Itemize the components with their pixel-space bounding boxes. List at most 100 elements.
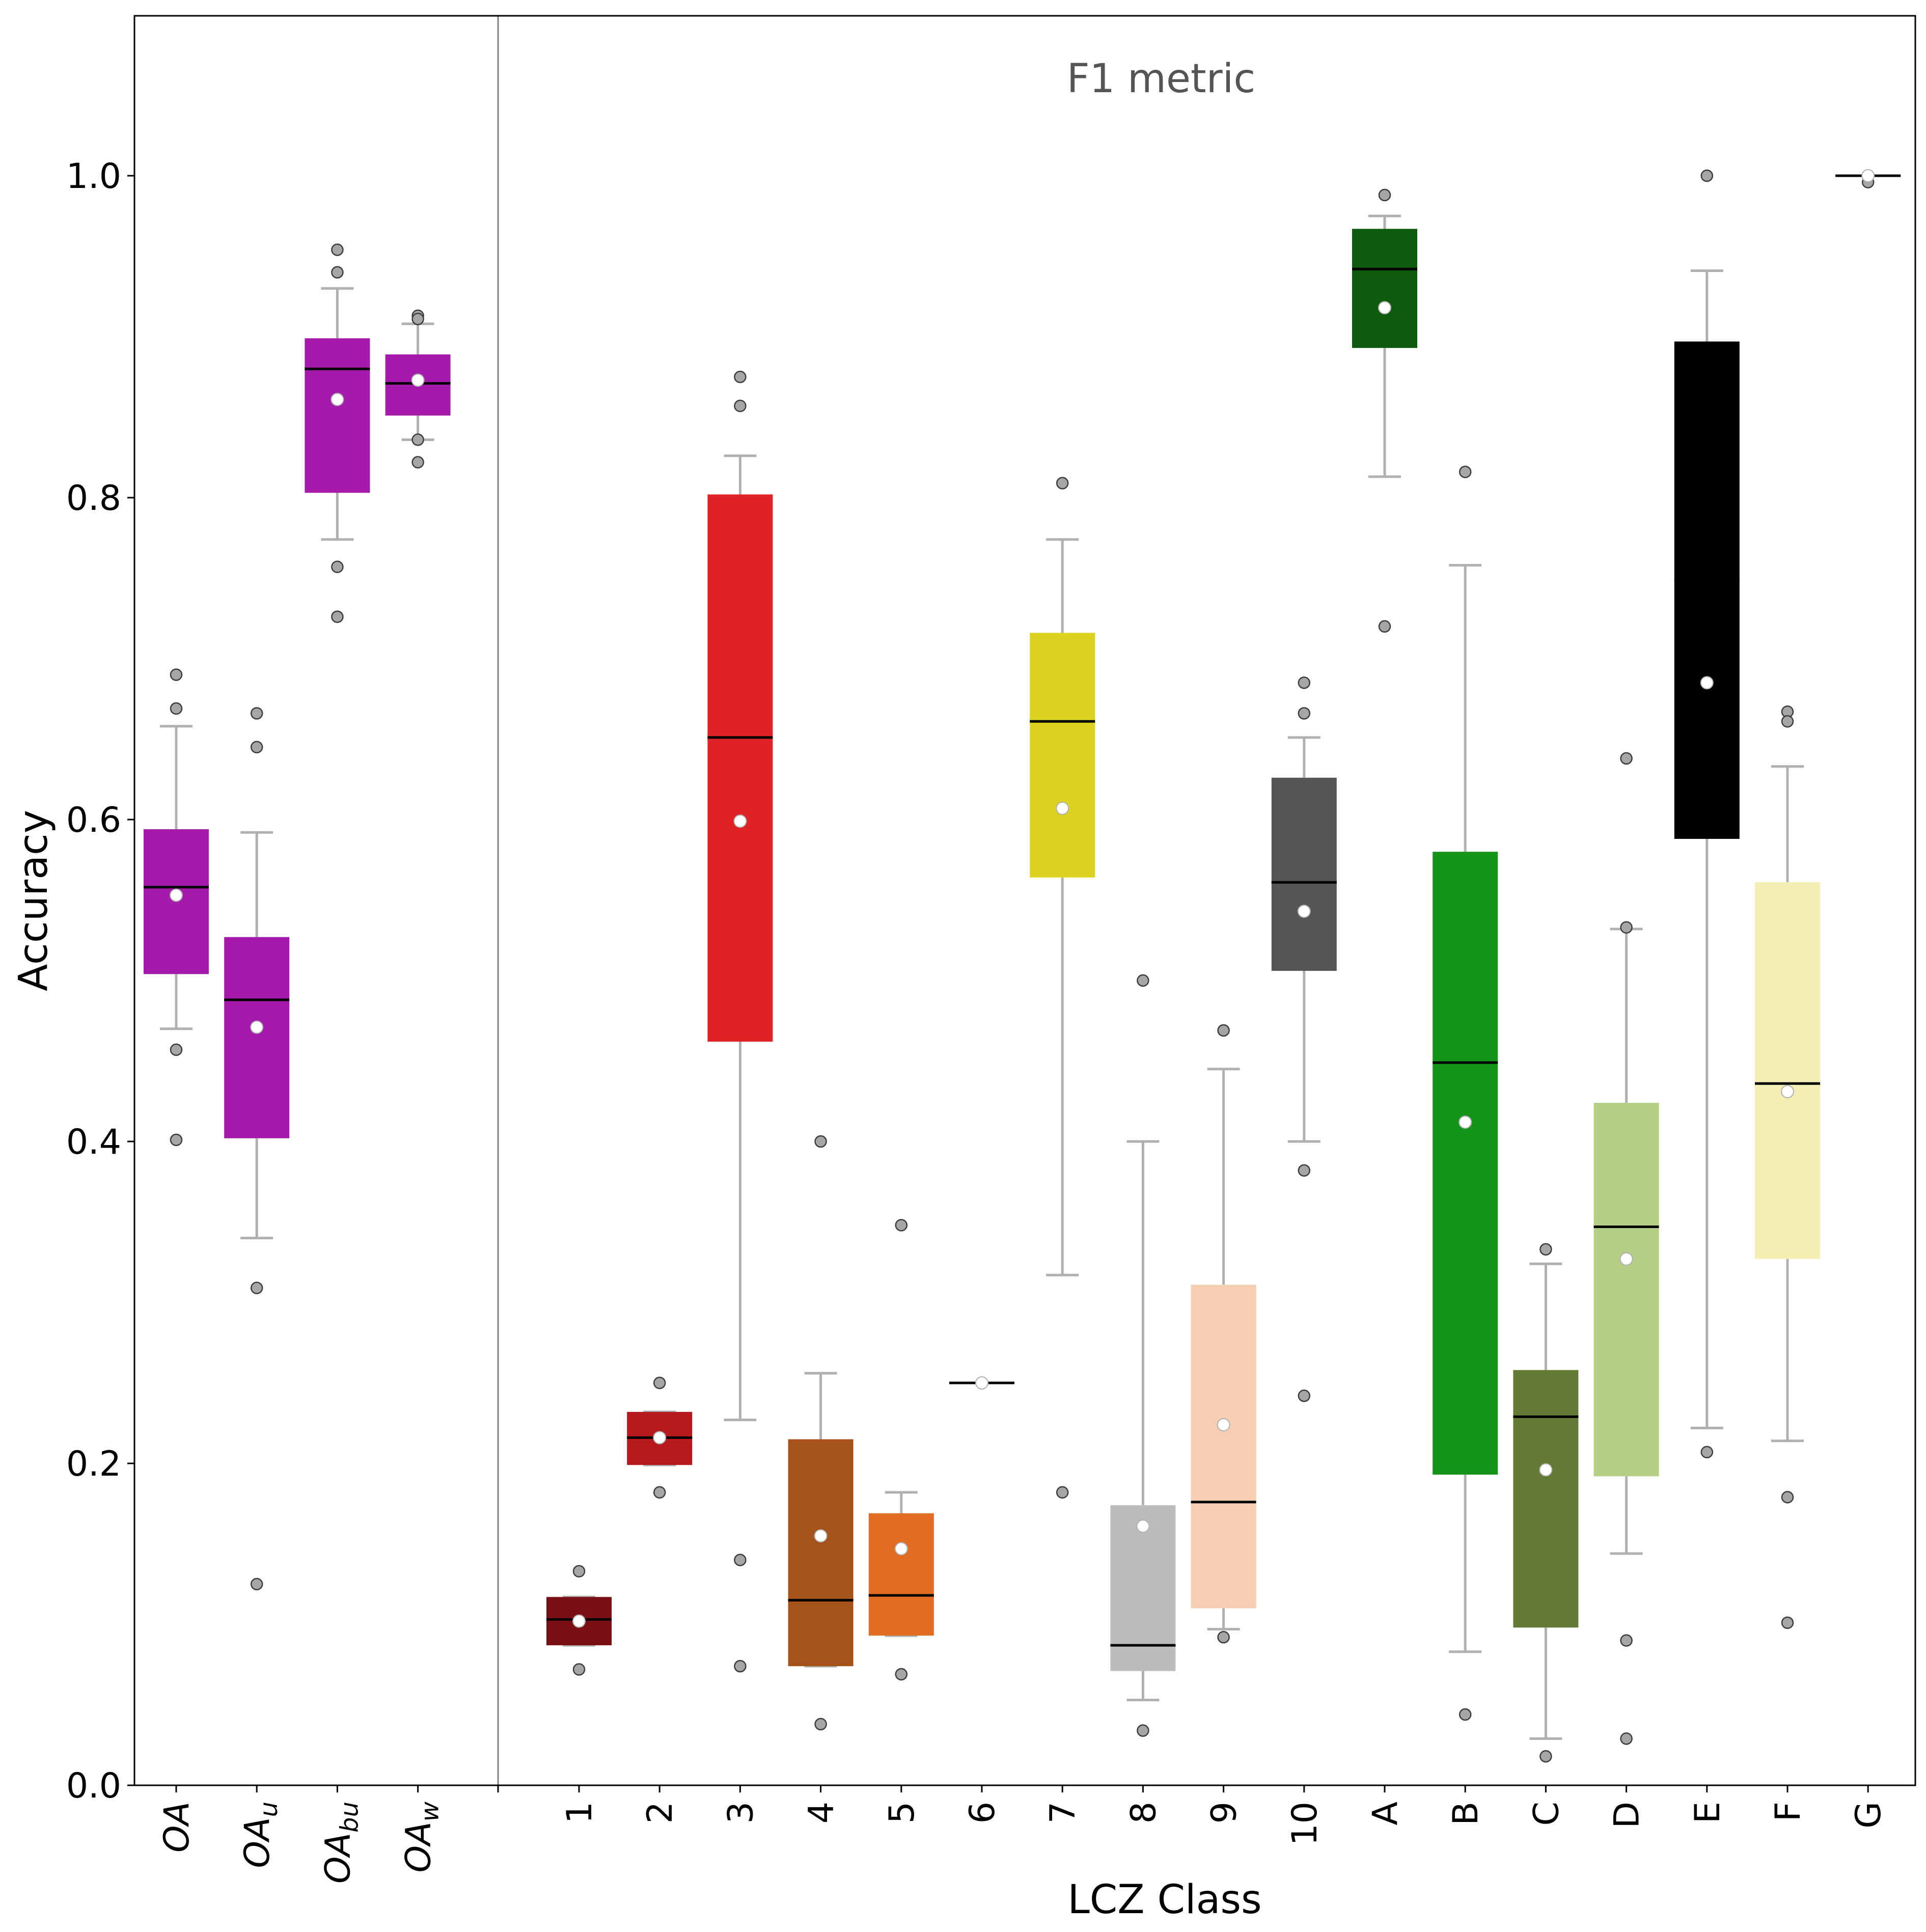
x-tick-label: OA <box>157 1802 197 1853</box>
x-tick-label: 4 <box>802 1802 842 1824</box>
x-tick-label: 7 <box>1043 1802 1083 1824</box>
outlier-point <box>411 456 424 469</box>
box-iqr <box>1110 1505 1176 1671</box>
x-tick-label: 3 <box>721 1802 761 1824</box>
outlier-point <box>1700 169 1714 182</box>
box-b <box>1433 466 1498 1721</box>
box-iqr <box>1191 1285 1256 1609</box>
x-tick-label: 8 <box>1123 1802 1164 1824</box>
box-iqr <box>868 1513 934 1636</box>
box-iqr <box>305 338 370 493</box>
box-1 <box>546 1565 612 1676</box>
box-6 <box>949 1376 1014 1390</box>
mean-marker <box>653 1431 667 1445</box>
mean-marker <box>1136 1519 1150 1533</box>
outlier-point <box>1298 1390 1311 1402</box>
box-c <box>1513 1243 1579 1763</box>
outlier-point <box>895 1219 908 1232</box>
outlier-point <box>814 1718 827 1731</box>
outlier-point <box>814 1135 827 1148</box>
outlier-point <box>411 312 424 325</box>
box-oa-u <box>224 707 290 1591</box>
mean-marker <box>1539 1463 1553 1477</box>
mean-marker <box>733 814 747 828</box>
outlier-point <box>411 433 424 446</box>
outlier-point <box>1781 715 1794 728</box>
outlier-point <box>1539 1243 1552 1256</box>
outlier-point <box>572 1663 586 1676</box>
plot-content <box>144 169 1901 1763</box>
outlier-point <box>1378 188 1391 202</box>
box-10 <box>1271 676 1337 1402</box>
x-tick-label: A <box>1365 1802 1406 1826</box>
box-3 <box>707 370 773 1673</box>
outlier-point <box>734 370 747 384</box>
box-g <box>1835 169 1901 188</box>
outlier-point <box>1217 1631 1230 1644</box>
box-iqr <box>1030 633 1095 878</box>
outlier-point <box>331 560 344 574</box>
outlier-point <box>250 707 263 720</box>
x-axis-label: LCZ Class <box>1067 1877 1261 1923</box>
y-tick-label: 0.8 <box>66 478 121 519</box>
y-tick-label: 0.2 <box>66 1444 121 1484</box>
outlier-point <box>653 1486 666 1499</box>
outlier-point <box>1620 752 1633 765</box>
mean-marker <box>1217 1418 1230 1432</box>
box-oa-bu <box>305 243 370 623</box>
outlier-point <box>250 741 263 754</box>
plot-frame <box>133 15 1916 1786</box>
mean-marker <box>1378 301 1391 315</box>
outlier-point <box>1781 1491 1794 1504</box>
outlier-point <box>1620 1732 1633 1745</box>
x-tick-label: 5 <box>882 1802 922 1824</box>
box-iqr <box>224 937 290 1138</box>
outlier-point <box>653 1376 666 1390</box>
x-tick-label: G <box>1849 1802 1889 1829</box>
y-axis: 0.0 0.2 0.4 0.6 0.8 1.0 <box>66 156 134 1806</box>
outlier-point <box>734 1659 747 1673</box>
box-oa-w <box>385 309 451 469</box>
x-tick-label: D <box>1607 1802 1647 1828</box>
outlier-point <box>1459 1708 1472 1721</box>
y-tick-label: 0.4 <box>66 1122 121 1162</box>
x-tick-label: C <box>1526 1802 1566 1826</box>
box-iqr <box>1433 852 1498 1475</box>
outlier-point <box>1217 1024 1230 1037</box>
outlier-point <box>734 399 747 413</box>
outlier-point <box>734 1554 747 1566</box>
y-tick-label: 1.0 <box>66 156 121 197</box>
outlier-point <box>170 668 183 681</box>
box-iqr <box>1674 341 1740 839</box>
outlier-point <box>1137 974 1149 987</box>
box-oa <box>144 668 209 1147</box>
box-2 <box>627 1376 693 1499</box>
outlier-point <box>1781 1616 1794 1629</box>
outlier-point <box>1378 620 1391 633</box>
outlier-point <box>170 702 183 715</box>
mean-marker <box>975 1376 988 1390</box>
outlier-point <box>1620 1634 1633 1647</box>
outlier-point <box>170 1133 183 1147</box>
box-a <box>1352 188 1417 633</box>
outlier-point <box>572 1565 586 1577</box>
mean-marker <box>250 1020 264 1034</box>
outlier-point <box>250 1577 263 1591</box>
y-axis-label: Accuracy <box>11 810 57 991</box>
mean-marker <box>1861 169 1875 182</box>
outlier-point <box>331 243 344 256</box>
outlier-point <box>1056 477 1069 489</box>
box-9 <box>1191 1024 1256 1644</box>
box-iqr <box>788 1439 854 1667</box>
box-4 <box>788 1135 854 1731</box>
y-tick-label: 0.6 <box>66 800 121 840</box>
mean-marker <box>1619 1252 1633 1266</box>
x-tick-label: 1 <box>560 1802 600 1824</box>
mean-marker <box>1781 1085 1794 1099</box>
x-tick-label: 9 <box>1204 1802 1245 1824</box>
box-d <box>1593 752 1659 1745</box>
y-tick-label: 0.0 <box>66 1766 121 1806</box>
x-tick-label: F <box>1768 1802 1808 1821</box>
